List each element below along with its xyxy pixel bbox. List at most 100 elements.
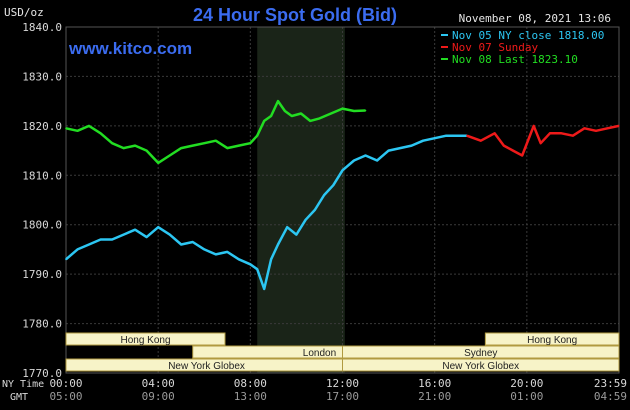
data-point bbox=[595, 130, 597, 132]
y-tick-label: 1790.0 bbox=[22, 268, 62, 281]
session-bar: New York Globex bbox=[65, 358, 348, 372]
x-tick-ny: 08:00 bbox=[234, 377, 267, 390]
session-label: London bbox=[303, 348, 336, 359]
y-tick-label: 1840.0 bbox=[22, 21, 62, 34]
x-tick-gmt: 04:59 bbox=[594, 390, 627, 403]
plot-border bbox=[65, 26, 620, 374]
x-tick-gmt: 13:00 bbox=[234, 390, 267, 403]
data-point bbox=[99, 238, 102, 241]
data-point bbox=[341, 169, 344, 172]
legend-item-ny-close: Nov 05 NY close 1818.00 bbox=[441, 29, 604, 42]
data-point bbox=[549, 132, 551, 135]
data-point bbox=[134, 144, 136, 147]
data-point bbox=[191, 241, 194, 243]
data-point bbox=[99, 132, 102, 135]
data-point bbox=[572, 134, 574, 137]
data-point bbox=[203, 248, 206, 251]
data-point bbox=[256, 268, 259, 271]
x-tick-ny: 12:00 bbox=[326, 377, 359, 390]
data-point bbox=[88, 125, 90, 127]
x-tick-gmt: 21:00 bbox=[418, 390, 451, 403]
data-point bbox=[180, 147, 183, 149]
session-label: Sydney bbox=[464, 348, 497, 359]
x-tick-ny: 00:00 bbox=[49, 377, 82, 390]
data-point bbox=[479, 139, 482, 142]
data-point bbox=[286, 226, 289, 228]
data-point bbox=[560, 132, 563, 135]
data-point bbox=[226, 147, 229, 149]
data-point bbox=[502, 144, 505, 147]
data-point bbox=[214, 139, 217, 142]
y-tick-label: 1820.0 bbox=[22, 120, 62, 133]
watermark: www.kitco.com bbox=[68, 39, 192, 58]
data-point bbox=[191, 144, 194, 147]
legend-label-ny-close: Nov 05 NY close 1818.00 bbox=[452, 29, 604, 42]
data-point bbox=[521, 154, 524, 157]
session-bar: Hong Kong bbox=[484, 332, 620, 346]
session-label: Hong Kong bbox=[120, 335, 170, 346]
chart-title: 24 Hour Spot Gold (Bid) bbox=[193, 5, 397, 25]
data-point bbox=[226, 251, 229, 253]
data-point bbox=[353, 159, 355, 162]
data-point bbox=[318, 117, 321, 120]
data-point bbox=[291, 115, 293, 117]
data-point bbox=[122, 147, 125, 149]
data-point bbox=[277, 100, 279, 102]
data-point bbox=[583, 127, 586, 130]
data-point bbox=[145, 236, 148, 238]
session-bar-bg bbox=[484, 332, 620, 346]
y-tick-label: 1770.0 bbox=[22, 367, 62, 380]
x-tick-gmt: 09:00 bbox=[142, 390, 175, 403]
data-point bbox=[532, 125, 535, 127]
data-point bbox=[168, 154, 171, 157]
data-point bbox=[203, 142, 206, 144]
data-point bbox=[364, 154, 367, 157]
data-point bbox=[249, 142, 252, 144]
data-point bbox=[214, 253, 217, 256]
y-tick-label: 1810.0 bbox=[22, 169, 62, 182]
data-point bbox=[284, 110, 286, 112]
data-point bbox=[122, 233, 125, 236]
series-line-2 bbox=[65, 99, 366, 165]
data-point bbox=[314, 209, 316, 211]
data-point bbox=[76, 248, 79, 251]
data-point bbox=[157, 162, 159, 164]
data-point bbox=[256, 134, 259, 137]
data-point bbox=[76, 130, 79, 132]
shaded-session-band bbox=[257, 27, 345, 373]
data-point bbox=[111, 142, 113, 144]
session-bar: Sydney bbox=[342, 345, 620, 359]
data-point bbox=[341, 107, 344, 110]
data-point bbox=[111, 238, 113, 241]
data-point bbox=[180, 243, 183, 246]
data-point bbox=[512, 149, 514, 152]
x-tick-ny: 04:00 bbox=[142, 377, 175, 390]
session-label: New York Globex bbox=[442, 361, 519, 372]
data-point bbox=[134, 228, 136, 231]
data-point bbox=[323, 194, 325, 196]
session-label: Hong Kong bbox=[527, 335, 577, 346]
data-point bbox=[309, 120, 312, 122]
data-point bbox=[330, 112, 332, 115]
y-axis-ticks: 1840.0 1830.0 1820.0 1810.0 1800.0 1790.0 1780… bbox=[22, 21, 62, 380]
data-point bbox=[168, 233, 171, 236]
data-point bbox=[433, 137, 436, 140]
legend-item-sunday: Nov 07 Sunday bbox=[441, 41, 538, 54]
x-tick-ny: 20:00 bbox=[510, 377, 543, 390]
data-point bbox=[270, 258, 272, 261]
data-point bbox=[493, 132, 496, 135]
data-point bbox=[145, 149, 148, 152]
x-tick-gmt: 05:00 bbox=[49, 390, 82, 403]
data-point bbox=[410, 144, 413, 147]
data-point bbox=[466, 134, 468, 137]
data-point bbox=[65, 258, 67, 261]
ny-time-label: NY Time bbox=[2, 379, 44, 390]
data-point bbox=[88, 243, 90, 246]
data-point bbox=[456, 134, 459, 137]
data-point bbox=[539, 142, 542, 144]
data-point bbox=[295, 233, 298, 236]
data-point bbox=[376, 159, 378, 162]
data-point bbox=[399, 147, 401, 149]
